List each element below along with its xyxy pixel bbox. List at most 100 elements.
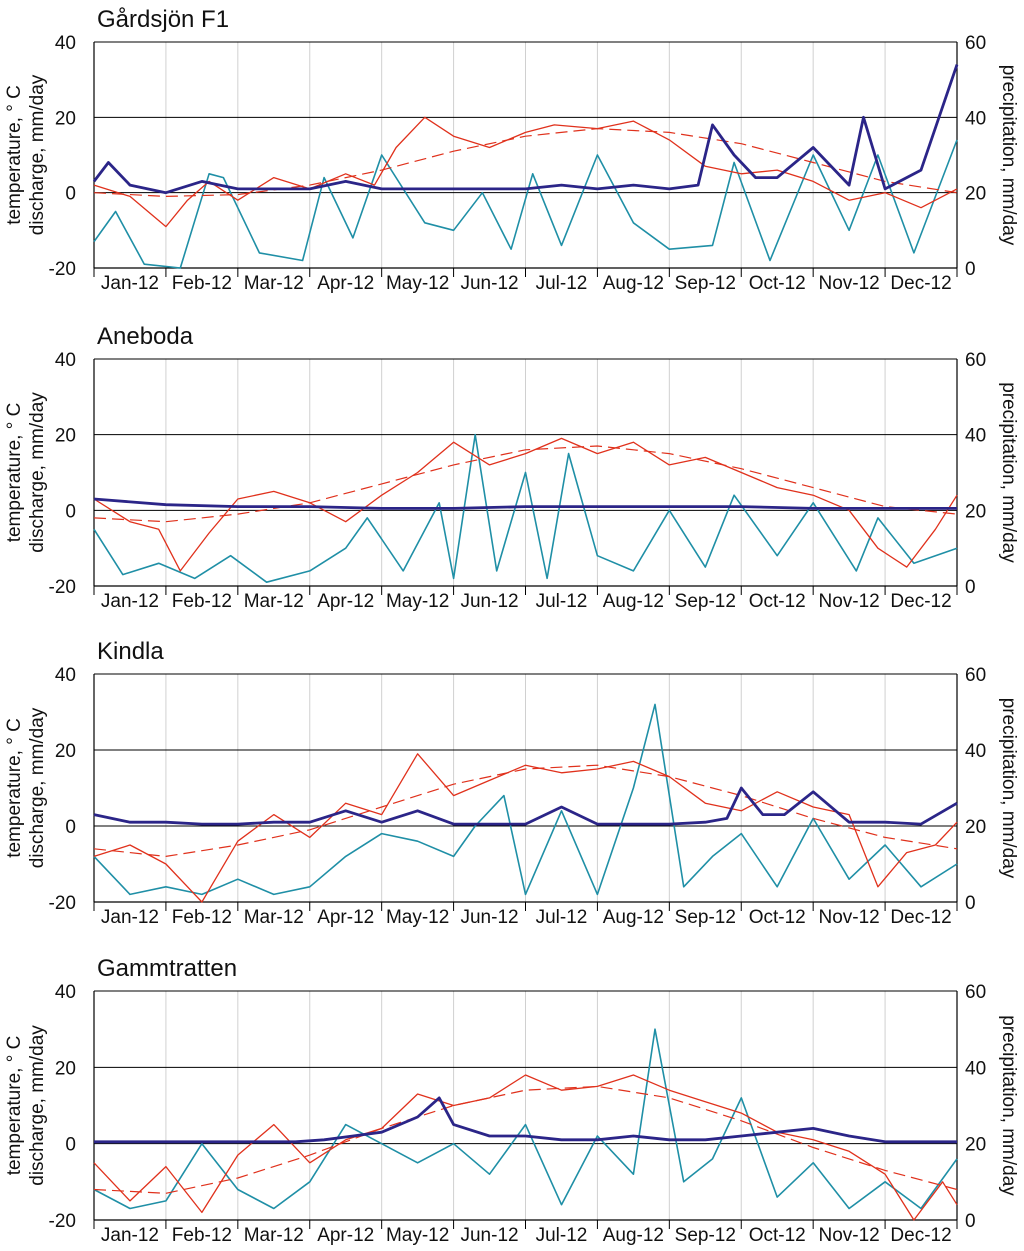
left-tick-label: 20: [55, 741, 76, 762]
x-tick-label: Feb-12: [172, 907, 232, 928]
chart-panel-4: Jan-12 Feb-12 Mar-12 Apr-12 May-12 Jun-12 Jul-…: [4, 955, 1019, 1246]
x-tick-label: Jul-12: [536, 591, 588, 612]
left-tick-label: -20: [49, 1211, 76, 1232]
right-tick-label: 60: [965, 665, 986, 686]
x-tick-label: Jun-12: [460, 907, 518, 928]
right-tick-label: 40: [965, 1058, 986, 1079]
x-tick-label: Jul-12: [536, 1225, 588, 1246]
temperature-trend-series: [93, 764, 958, 858]
right-axis-label: precipitation, mm/day: [998, 1015, 1019, 1196]
x-tick-label: Aug-12: [603, 907, 664, 928]
right-tick-label: 20: [965, 184, 986, 205]
left-axis-label-discharge: discharge, mm/day: [27, 707, 48, 868]
left-tick-label: 40: [55, 33, 76, 54]
temperature-series: [93, 1074, 958, 1221]
temperature-trend-series: [93, 1085, 958, 1194]
x-tick-label: Sep-12: [675, 591, 736, 612]
chart-title: Gårdsjön F1: [97, 6, 229, 33]
x-tick-label: Jun-12: [460, 591, 518, 612]
left-axis-label-temperature: temperature, ° C: [4, 1036, 25, 1176]
right-tick-label: 40: [965, 426, 986, 447]
left-tick-label: 40: [55, 665, 76, 686]
left-tick-label: -20: [49, 893, 76, 914]
right-axis-label: precipitation, mm/day: [998, 698, 1019, 879]
right-tick-label: 40: [965, 108, 986, 129]
left-tick-label: 0: [65, 501, 76, 522]
x-tick-label: Oct-12: [749, 907, 806, 928]
x-tick-label: Apr-12: [317, 273, 374, 294]
x-tick-label: Sep-12: [675, 1225, 736, 1246]
x-tick-label: Dec-12: [890, 273, 951, 294]
x-tick-label: Sep-12: [675, 907, 736, 928]
x-tick-label: Aug-12: [603, 591, 664, 612]
left-axis-label-temperature: temperature, ° C: [4, 403, 25, 543]
x-tick-label: Feb-12: [172, 1225, 232, 1246]
chart-title: Gammtratten: [97, 955, 237, 982]
x-tick-label: Jul-12: [536, 273, 588, 294]
chart-title: Aneboda: [97, 323, 194, 350]
left-axis-label-discharge: discharge, mm/day: [27, 74, 48, 235]
x-tick-label: Jan-12: [101, 591, 159, 612]
x-tick-label: Feb-12: [172, 591, 232, 612]
discharge-series: [94, 1096, 957, 1144]
temperature-trend-series: [93, 128, 958, 197]
precipitation-series: [93, 1028, 958, 1210]
x-tick-label: Mar-12: [244, 1225, 304, 1246]
x-tick-label: Oct-12: [749, 591, 806, 612]
left-tick-label: 40: [55, 350, 76, 371]
left-axis-label-temperature: temperature, ° C: [4, 718, 25, 858]
left-tick-label: -20: [49, 259, 76, 280]
left-tick-label: 0: [65, 184, 76, 205]
discharge-series: [92, 64, 959, 195]
x-tick-label: Jun-12: [460, 273, 518, 294]
right-tick-label: 20: [965, 1135, 986, 1156]
temperature-series: [93, 437, 958, 572]
right-tick-label: 0: [965, 577, 976, 598]
x-tick-label: Apr-12: [317, 907, 374, 928]
left-tick-label: 40: [55, 982, 76, 1003]
x-tick-label: Jan-12: [101, 907, 159, 928]
discharge-series: [93, 497, 957, 510]
left-tick-label: 20: [55, 1058, 76, 1079]
x-tick-label: Mar-12: [244, 591, 304, 612]
x-tick-label: Oct-12: [749, 1225, 806, 1246]
right-tick-label: 20: [965, 501, 986, 522]
left-axis-label-temperature: temperature, ° C: [4, 85, 25, 225]
right-tick-label: 60: [965, 33, 986, 54]
left-tick-label: 20: [55, 426, 76, 447]
left-tick-label: 0: [65, 1135, 76, 1156]
x-tick-label: Oct-12: [749, 273, 806, 294]
x-tick-label: Dec-12: [890, 907, 951, 928]
left-axis-label-discharge: discharge, mm/day: [27, 1025, 48, 1186]
x-tick-label: Jan-12: [101, 273, 159, 294]
x-tick-label: Nov-12: [819, 907, 880, 928]
right-tick-label: 60: [965, 350, 986, 371]
right-tick-label: 60: [965, 982, 986, 1003]
x-tick-label: Apr-12: [317, 1225, 374, 1246]
x-tick-label: Jun-12: [460, 1225, 518, 1246]
right-tick-label: 40: [965, 741, 986, 762]
temperature-series: [93, 116, 958, 228]
right-axis-label: precipitation, mm/day: [998, 65, 1019, 246]
x-tick-label: Jan-12: [101, 1225, 159, 1246]
x-tick-label: May-12: [386, 907, 449, 928]
x-tick-label: Feb-12: [172, 273, 232, 294]
temperature-series: [93, 753, 958, 903]
right-tick-label: 20: [965, 817, 986, 838]
x-tick-label: May-12: [386, 273, 449, 294]
temperature-trend-series: [93, 445, 958, 523]
x-tick-label: Nov-12: [819, 591, 880, 612]
x-tick-label: Mar-12: [244, 273, 304, 294]
x-tick-label: Mar-12: [244, 907, 304, 928]
precipitation-series: [93, 703, 958, 896]
right-tick-label: 0: [965, 1211, 976, 1232]
precipitation-series: [93, 139, 958, 269]
x-tick-label: Nov-12: [819, 273, 880, 294]
x-tick-label: Dec-12: [890, 591, 951, 612]
x-tick-label: Sep-12: [675, 273, 736, 294]
x-tick-label: Nov-12: [819, 1225, 880, 1246]
x-tick-label: May-12: [386, 1225, 449, 1246]
x-tick-label: Aug-12: [603, 273, 664, 294]
right-axis-label: precipitation, mm/day: [998, 382, 1019, 563]
